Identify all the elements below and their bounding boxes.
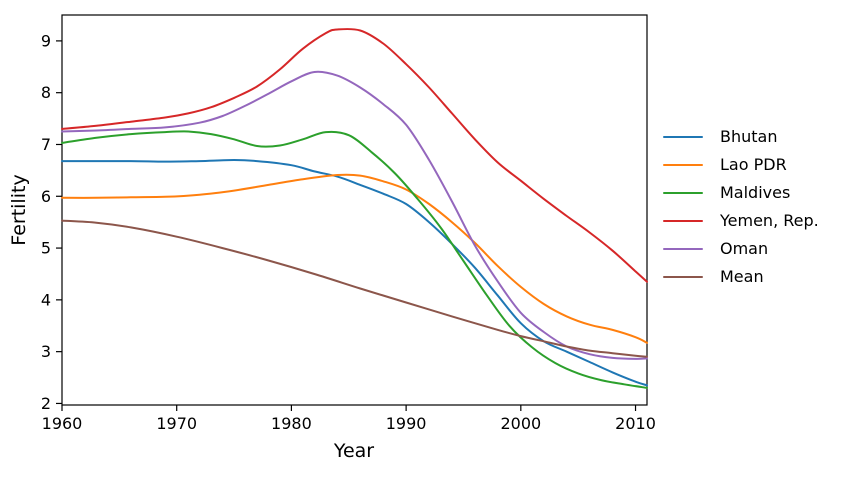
y-tick-label: 3 (41, 342, 51, 361)
x-tick-label: 1970 (156, 414, 197, 433)
y-tick-label: 2 (41, 394, 51, 413)
legend-label: Mean (720, 267, 764, 286)
x-tick-label: 2000 (500, 414, 541, 433)
y-tick-label: 7 (41, 135, 51, 154)
legend-line-swatch (663, 275, 703, 279)
legend: Bhutan Lao PDR Maldives Yemen, Rep. Oman Mean (663, 127, 819, 287)
legend-entry-lao-pdr: Lao PDR (663, 155, 819, 175)
y-tick-label: 6 (41, 187, 51, 206)
legend-label: Bhutan (720, 127, 778, 146)
y-tick-label: 9 (41, 31, 51, 50)
x-tick-label: 1990 (386, 414, 427, 433)
legend-label: Lao PDR (720, 155, 787, 174)
series-line-lao-pdr (61, 173, 648, 344)
x-tick-label: 1960 (42, 414, 83, 433)
y-tick-label: 8 (41, 83, 51, 102)
legend-label: Yemen, Rep. (720, 211, 819, 230)
series-line-bhutan (61, 159, 648, 387)
legend-entry-oman: Oman (663, 239, 819, 259)
legend-line-swatch (663, 163, 703, 167)
legend-line-swatch (663, 219, 703, 223)
legend-entry-mean: Mean (663, 267, 819, 287)
y-axis-label: Fertility (8, 174, 30, 246)
y-tick-label: 4 (41, 290, 51, 309)
legend-entry-bhutan: Bhutan (663, 127, 819, 147)
series-line-mean (61, 219, 648, 358)
series-line-yemen-rep (61, 27, 648, 283)
x-tick-label: 2010 (615, 414, 656, 433)
legend-line-swatch (663, 247, 703, 251)
legend-line-swatch (663, 191, 703, 195)
x-tick-label: 1980 (271, 414, 312, 433)
legend-label: Oman (720, 239, 769, 258)
axes-frame (61, 14, 648, 406)
series-line-maldives (61, 130, 648, 389)
legend-label: Maldives (720, 183, 791, 202)
x-axis-label: Year (333, 440, 375, 462)
legend-line-swatch (663, 135, 703, 139)
legend-entry-yemen-rep: Yemen, Rep. (663, 211, 819, 231)
y-tick-label: 5 (41, 239, 51, 258)
legend-entry-maldives: Maldives (663, 183, 819, 203)
